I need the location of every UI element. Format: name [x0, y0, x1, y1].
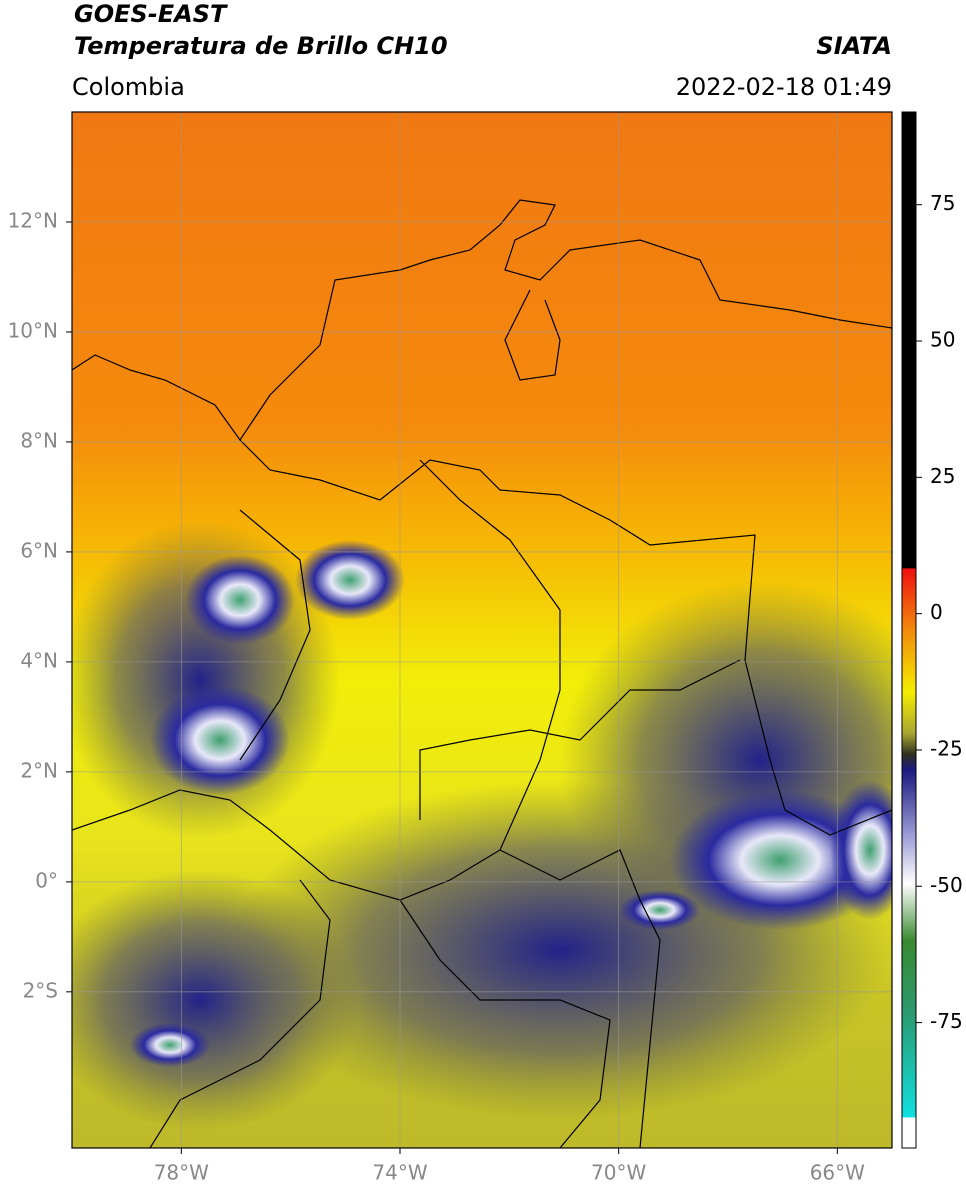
cloud: [295, 540, 405, 620]
cloud: [72, 870, 360, 1130]
cloud: [830, 780, 892, 920]
colorbar: [901, 111, 917, 1149]
lon-tick-label: 70°W: [591, 1161, 646, 1185]
cloud: [130, 1023, 210, 1067]
colorbar-tick-label: 25: [930, 464, 955, 488]
title: GOES-EAST: [74, 0, 228, 28]
colorbar-tick-label: 75: [930, 191, 955, 215]
region: Colombia: [72, 73, 185, 101]
map-frame: [71, 111, 893, 1149]
colorbar-tick-label: -75: [930, 1009, 963, 1033]
subtitle: Temperatura de Brillo CH10: [74, 32, 448, 60]
source: SIATA: [816, 32, 892, 60]
lat-tick-label: 12°N: [8, 208, 58, 232]
lat-tick-label: 0°: [35, 868, 58, 892]
cloud: [185, 555, 295, 645]
colorbar-tick-label: -50: [930, 873, 963, 897]
lon-tick-label: 78°W: [154, 1161, 209, 1185]
lat-tick-label: 4°N: [20, 648, 58, 672]
lat-tick-label: 10°N: [8, 318, 58, 342]
lat-tick-label: 6°N: [20, 538, 58, 562]
lon-tick-label: 74°W: [372, 1161, 427, 1185]
colorbar-tick-label: 50: [930, 328, 955, 352]
colorbar-tick-label: -25: [930, 736, 963, 760]
map-image: [72, 112, 892, 1148]
lon-tick-label: 66°W: [810, 1161, 865, 1185]
graticule: [72, 112, 892, 1148]
colorbar-tick-label: 0: [930, 600, 943, 624]
cloud: [150, 685, 290, 795]
lat-tick-label: 2°N: [20, 758, 58, 782]
lat-tick-label: 8°N: [20, 428, 58, 452]
datetime: 2022-02-18 01:49: [676, 73, 892, 101]
cloud: [620, 890, 700, 930]
lat-tick-label: 2°S: [23, 978, 58, 1002]
